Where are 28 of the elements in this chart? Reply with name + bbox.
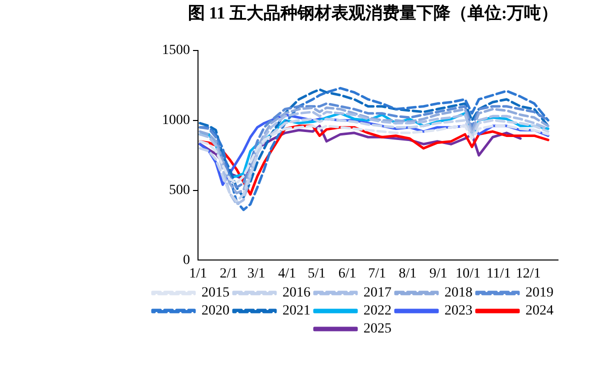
legend-label: 2025: [364, 322, 392, 337]
legend-label: 2018: [444, 286, 472, 301]
x-tick-label: 12/1: [516, 266, 541, 282]
y-tick-label: 1000: [162, 113, 190, 128]
x-tick-label: 8/1: [398, 266, 417, 282]
legend-label: 2023: [444, 304, 472, 319]
legend-label: 2015: [202, 286, 230, 301]
legend-label: 2024: [526, 304, 554, 319]
x-tick-label: 7/1: [368, 266, 386, 282]
x-tick-label: 3/1: [247, 266, 266, 282]
x-tick-label: 2/1: [220, 266, 238, 282]
x-tick-label: 10/1: [456, 266, 480, 282]
legend-label: 2020: [202, 304, 230, 319]
legend-label: 2016: [282, 286, 310, 301]
legend-label: 2017: [364, 286, 392, 301]
y-tick-label: 0: [183, 252, 190, 268]
chart-title: 图 11 五大品种钢材表观消费量下降（单位:万吨）: [188, 4, 558, 23]
legend-label: 2021: [282, 304, 310, 319]
x-tick-label: 1/1: [189, 266, 207, 282]
x-tick-label: 11/1: [486, 266, 511, 282]
x-tick-label: 6/1: [338, 266, 356, 282]
legend-label: 2022: [364, 304, 392, 319]
y-tick-label: 500: [169, 182, 190, 198]
x-tick-label: 5/1: [308, 266, 326, 282]
x-tick-label: 9/1: [429, 266, 448, 282]
y-tick-label: 1500: [162, 43, 190, 58]
x-tick-label: 4/1: [278, 266, 296, 282]
legend-label: 2019: [526, 286, 554, 301]
